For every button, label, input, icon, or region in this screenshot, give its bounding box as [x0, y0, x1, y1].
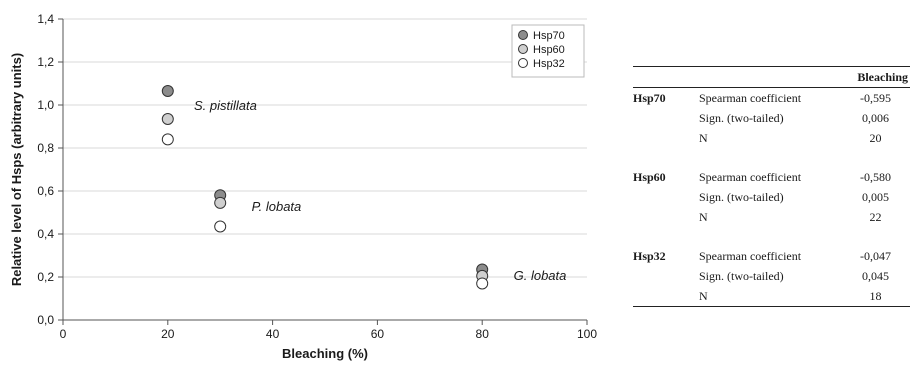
data-point-hsp70	[161, 85, 174, 98]
table-row: Hsp60 Spearman coefficient -0,580	[633, 167, 910, 187]
stat-label: N	[699, 131, 708, 145]
x-tick-label: 40	[266, 327, 280, 341]
data-point-hsp32	[214, 220, 227, 233]
y-axis-title: Relative level of Hsps (arbitrary units)	[9, 53, 24, 286]
stat-value: 20	[869, 131, 882, 145]
stat-value: 0,005	[862, 190, 889, 204]
table-row: Sign. (two-tailed) 0,006	[633, 108, 910, 128]
table-row: N 20	[633, 128, 910, 148]
species-annotation: S. pistillata	[194, 98, 257, 113]
stat-label: Spearman coefficient	[699, 170, 802, 184]
y-tick-label: 1,2	[37, 55, 54, 69]
y-tick-label: 1,0	[37, 98, 54, 112]
table-header-blank	[633, 66, 699, 88]
legend-marker	[518, 44, 528, 54]
x-tick-label: 20	[161, 327, 175, 341]
stat-label: Sign. (two-tailed)	[699, 190, 784, 204]
stat-label: Spearman coefficient	[699, 91, 802, 105]
y-tick-label: 0,2	[37, 270, 54, 284]
legend-label: Hsp70	[533, 30, 565, 42]
spearman-table: Bleaching Hsp70 Spearman coefficient -0,…	[633, 66, 910, 307]
species-annotation: G. lobata	[514, 268, 567, 283]
stat-value: 22	[869, 210, 882, 224]
table-header-blank	[699, 66, 841, 88]
protein-label: Hsp32	[633, 249, 666, 263]
stat-label: N	[699, 210, 708, 224]
table-header-bleaching: Bleaching	[841, 66, 910, 88]
table-spacer	[633, 227, 910, 246]
x-tick-label: 0	[60, 327, 67, 341]
y-tick-label: 0,6	[37, 184, 54, 198]
x-tick-label: 100	[577, 327, 597, 341]
legend-marker	[518, 30, 528, 40]
stat-value: 18	[841, 286, 910, 307]
species-annotation: P. lobata	[252, 199, 302, 214]
table-spacer	[633, 148, 910, 167]
stat-value: -0,580	[860, 170, 891, 184]
x-tick-label: 80	[476, 327, 490, 341]
x-tick-label: 60	[371, 327, 385, 341]
protein-label: Hsp70	[633, 91, 666, 105]
stat-label: Sign. (two-tailed)	[699, 111, 784, 125]
y-tick-label: 1,4	[37, 12, 54, 26]
stat-label: Spearman coefficient	[699, 249, 802, 263]
protein-label: Hsp60	[633, 170, 666, 184]
y-tick-label: 0,4	[37, 227, 54, 241]
stat-value: 0,045	[862, 269, 889, 283]
stat-label: Sign. (two-tailed)	[699, 269, 784, 283]
table-row: Sign. (two-tailed) 0,005	[633, 187, 910, 207]
table-row: Hsp32 Spearman coefficient -0,047	[633, 246, 910, 266]
table-row: Sign. (two-tailed) 0,045	[633, 266, 910, 286]
table-row: N 22	[633, 207, 910, 227]
data-point-hsp32	[161, 133, 174, 146]
data-point-hsp32	[476, 277, 489, 290]
scatter-chart: 0,0 0,2 0,4 0,6 0,8 1,0 1,2 1,4 0 20 40 60 80 100 Blea…	[9, 12, 597, 361]
legend-label: Hsp32	[533, 58, 565, 70]
data-point-hsp60	[161, 112, 174, 125]
y-tick-label: 0,0	[37, 313, 54, 327]
legend-marker	[518, 58, 528, 68]
y-tick-label: 0,8	[37, 141, 54, 155]
stat-value: -0,047	[860, 249, 891, 263]
data-point-hsp60	[214, 196, 227, 209]
x-axis-title: Bleaching (%)	[282, 346, 368, 361]
table-row: N 18	[633, 286, 910, 307]
stat-label: N	[699, 286, 841, 307]
legend-label: Hsp60	[533, 44, 565, 56]
table-row: Hsp70 Spearman coefficient -0,595	[633, 88, 910, 109]
table-header-row: Bleaching	[633, 66, 910, 88]
stat-value: 0,006	[862, 111, 889, 125]
stat-value: -0,595	[860, 91, 891, 105]
